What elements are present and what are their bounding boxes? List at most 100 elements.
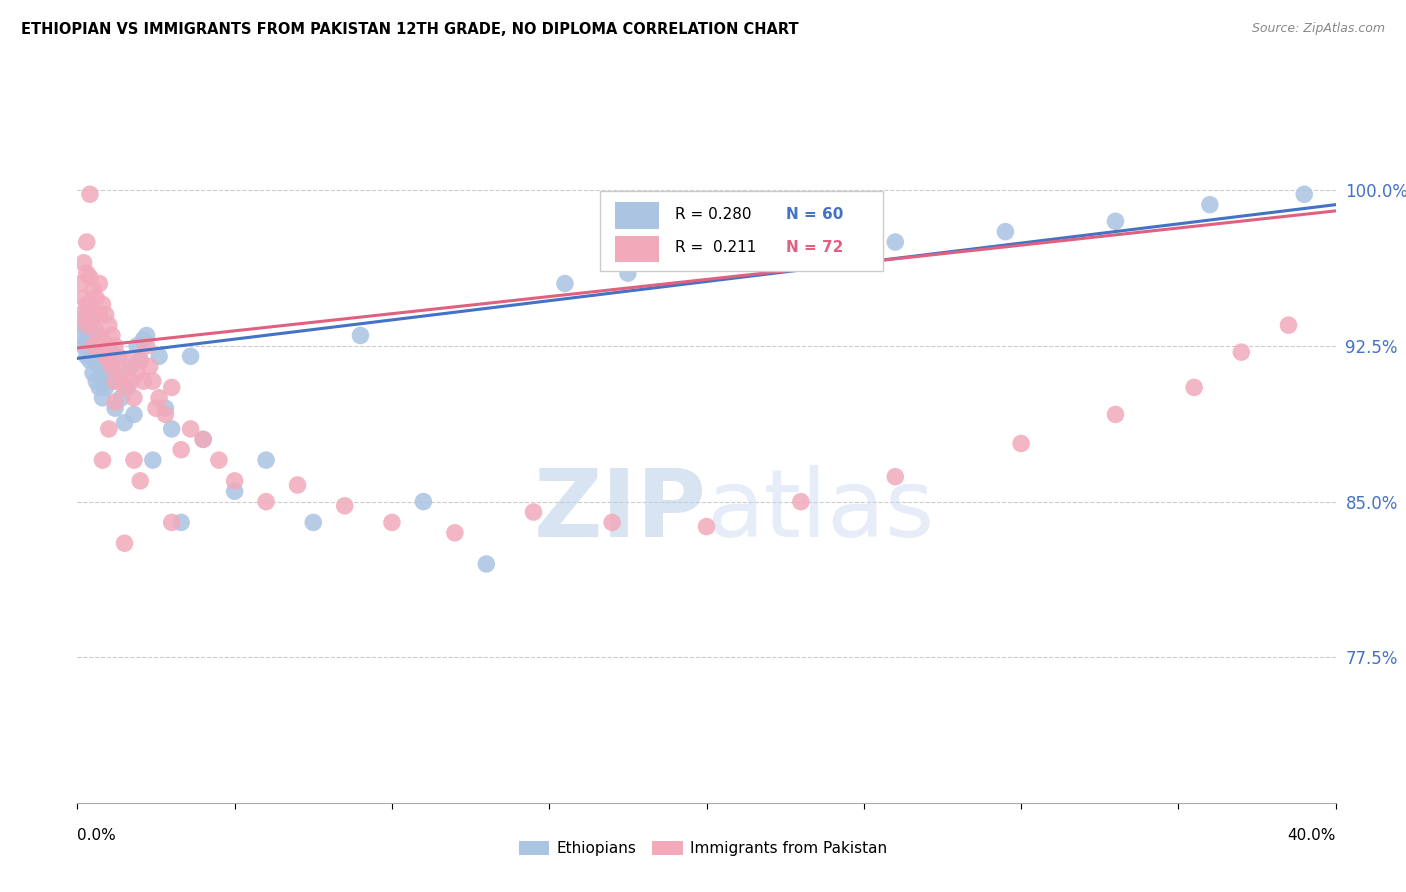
Point — [82, 311, 104, 326]
Point — [91, 297, 114, 311]
Point — [72, 291, 94, 305]
Text: N = 72: N = 72 — [786, 240, 844, 255]
Point — [82, 339, 104, 353]
Point — [76, 318, 98, 332]
Point — [1104, 408, 1126, 422]
Point — [72, 256, 94, 270]
Text: ETHIOPIAN VS IMMIGRANTS FROM PAKISTAN 12TH GRADE, NO DIPLOMA CORRELATION CHART: ETHIOPIAN VS IMMIGRANTS FROM PAKISTAN 12… — [21, 22, 799, 37]
Point — [1230, 345, 1253, 359]
Point — [790, 245, 813, 260]
Point — [254, 494, 277, 508]
Point — [135, 328, 157, 343]
Point — [180, 349, 202, 363]
Point — [97, 366, 120, 380]
Point — [89, 380, 111, 394]
Point — [475, 557, 498, 571]
Point — [107, 370, 129, 384]
Point — [114, 416, 136, 430]
Point — [444, 525, 467, 540]
Point — [104, 374, 127, 388]
FancyBboxPatch shape — [599, 191, 883, 270]
Point — [155, 408, 177, 422]
Point — [148, 349, 170, 363]
Point — [994, 225, 1017, 239]
Text: ZIP: ZIP — [534, 465, 707, 557]
Point — [97, 353, 120, 368]
Point — [160, 380, 183, 394]
Text: R =  0.211: R = 0.211 — [675, 240, 756, 255]
Point — [94, 349, 117, 363]
Point — [110, 366, 132, 380]
Point — [79, 353, 101, 368]
Point — [1010, 436, 1032, 450]
Point — [91, 391, 114, 405]
Point — [554, 277, 576, 291]
Point — [1277, 318, 1299, 332]
Point — [76, 333, 98, 347]
Point — [1182, 380, 1205, 394]
Point — [145, 401, 167, 416]
Point — [114, 536, 136, 550]
Point — [82, 339, 104, 353]
Point — [180, 422, 202, 436]
Point — [76, 235, 98, 249]
Point — [127, 339, 149, 353]
Point — [160, 422, 183, 436]
Point — [84, 291, 107, 305]
Point — [148, 391, 170, 405]
Point — [129, 474, 152, 488]
Point — [89, 339, 111, 353]
Point — [142, 374, 165, 388]
Point — [84, 324, 107, 338]
Point — [696, 256, 718, 270]
Point — [97, 339, 120, 353]
Point — [91, 345, 114, 359]
FancyBboxPatch shape — [614, 235, 658, 262]
FancyBboxPatch shape — [614, 202, 658, 229]
Point — [191, 433, 215, 447]
Point — [142, 453, 165, 467]
Legend: Ethiopians, Immigrants from Pakistan: Ethiopians, Immigrants from Pakistan — [513, 835, 893, 862]
Point — [1294, 187, 1316, 202]
Point — [155, 401, 177, 416]
Point — [79, 270, 101, 285]
Point — [84, 328, 107, 343]
Point — [94, 308, 117, 322]
Text: Source: ZipAtlas.com: Source: ZipAtlas.com — [1251, 22, 1385, 36]
Point — [76, 297, 98, 311]
Text: 0.0%: 0.0% — [77, 828, 117, 843]
Point — [110, 391, 132, 405]
Point — [333, 499, 356, 513]
Point — [104, 401, 127, 416]
Point — [91, 370, 114, 384]
Point — [884, 235, 907, 249]
Point — [79, 324, 101, 338]
Point — [287, 478, 309, 492]
Point — [82, 283, 104, 297]
Point — [91, 333, 114, 347]
Point — [1199, 197, 1222, 211]
Point — [122, 391, 145, 405]
Point — [89, 308, 111, 322]
Point — [104, 395, 127, 409]
Point — [122, 453, 145, 467]
Point — [224, 484, 246, 499]
Point — [101, 374, 124, 388]
Point — [170, 516, 193, 530]
Point — [101, 349, 124, 363]
Text: atlas: atlas — [707, 465, 935, 557]
Point — [254, 453, 277, 467]
Point — [76, 308, 98, 322]
Point — [412, 494, 434, 508]
Point — [696, 519, 718, 533]
Point — [170, 442, 193, 457]
Point — [84, 349, 107, 363]
Point — [127, 366, 149, 380]
Text: 40.0%: 40.0% — [1288, 828, 1336, 843]
Point — [349, 328, 371, 343]
Point — [104, 339, 127, 353]
Point — [107, 349, 129, 363]
Point — [89, 359, 111, 374]
Point — [129, 353, 152, 368]
Point — [101, 359, 124, 374]
